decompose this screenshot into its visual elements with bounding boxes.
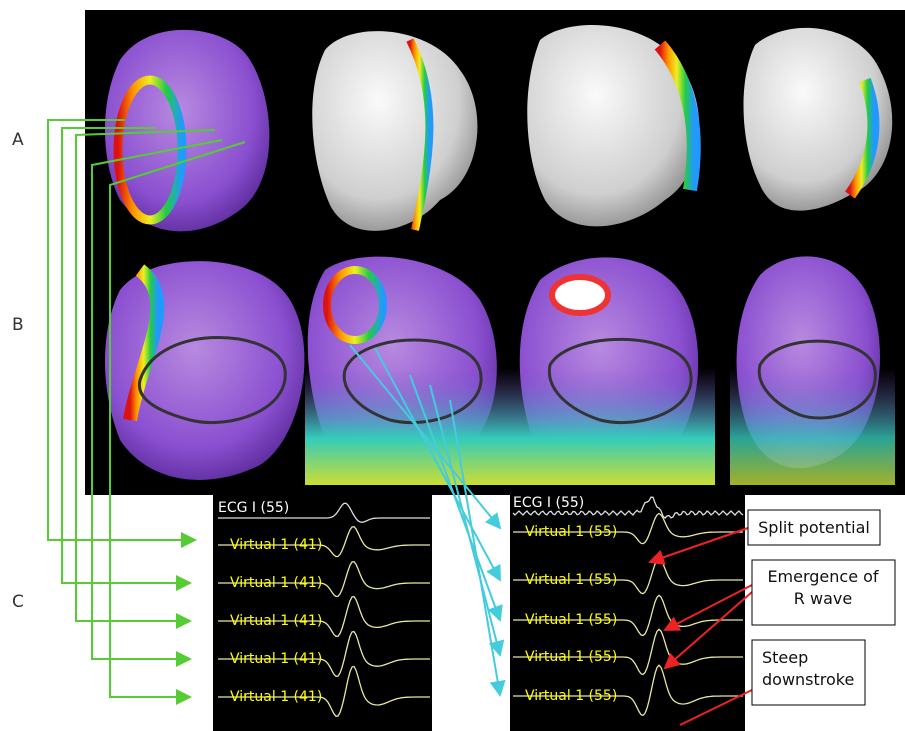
virtual-ecg-label: Virtual 1 (55) [525,572,617,588]
row-label: B [12,315,24,335]
shade [730,250,895,485]
virtual-ecg-label: Virtual 1 (41) [230,537,322,553]
ecg-trace [513,594,743,637]
wavefront [113,75,187,225]
ecg-trace [218,595,430,638]
annotation: Emergence of [767,567,878,586]
wavefront [323,266,387,344]
ecg-panel-right [510,490,745,731]
ecg-trace [218,561,430,598]
annotation: downstroke [762,670,854,689]
annotation: R wave [794,589,852,608]
block-lines [137,336,877,425]
wavefront [123,264,165,422]
heart-maps [105,25,895,485]
ecg-trace [218,502,430,523]
ecg-panel-left [213,490,432,731]
wavefront [845,77,880,199]
virtual-ecg-label: Virtual 1 (55) [525,524,617,540]
wavefront [406,38,434,231]
reference-ecg-label: ECG I (55) [218,500,289,516]
virtual-ecg-label: Virtual 1 (41) [230,575,322,591]
ecg-trace [218,526,430,558]
map-a4 [743,27,893,211]
ecg-trace [513,557,743,595]
labels: A B C ECG I (55) Virtual 1 (41) Virtual 1 (41… [12,130,879,705]
ecg-traces [218,496,744,717]
virtual-ecg-label: Virtual 1 (55) [525,649,617,665]
ecg-trace [513,628,743,676]
virtual-ecg-label: Virtual 1 (55) [525,612,617,628]
annotation-boxes [747,509,896,706]
map-b1 [105,261,305,480]
map-a3 [527,25,700,227]
virtual-ecg-label: Virtual 1 (41) [230,613,322,629]
reference-ecg-label: ECG I (55) [513,495,584,511]
virtual-ecg-label: Virtual 1 (55) [525,688,617,704]
ecg-trace [512,496,744,520]
focus [549,274,611,316]
row-label: A [12,130,24,150]
virtual-ecg-label: Virtual 1 (41) [230,689,322,705]
wavefront [654,40,701,192]
annotation: Steep [762,648,808,667]
ecg-trace [218,665,430,717]
ecg-trace [513,512,743,545]
map-a2 [312,31,478,231]
arrows [47,119,753,726]
ecg-trace [218,630,430,677]
virtual-ecg-label: Virtual 1 (41) [230,651,322,667]
row-label: C [12,592,24,612]
shade [515,250,715,485]
ecg-trace [513,664,743,717]
annotation: Split potential [758,518,870,537]
